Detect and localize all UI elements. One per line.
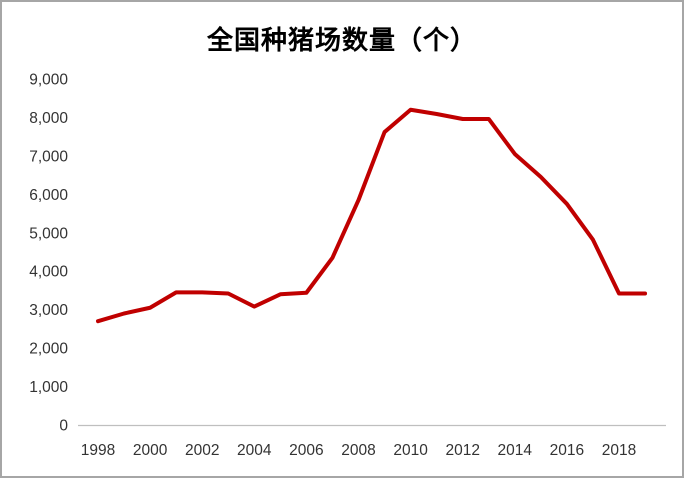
x-tick-label: 2006: [289, 442, 323, 459]
y-tick-label: 2,000: [29, 341, 68, 358]
chart-title: 全国种猪场数量（个）: [206, 26, 477, 56]
y-tick-label: 6,000: [29, 187, 68, 204]
y-tick-label: 0: [59, 418, 68, 435]
series-line: [96, 107, 648, 324]
y-tick-label: 5,000: [29, 225, 68, 242]
x-tick-label: 2016: [550, 442, 584, 459]
x-tick-label: 2018: [602, 442, 636, 459]
x-tick-label: 2010: [393, 442, 428, 459]
x-tick-label: 2000: [133, 442, 168, 459]
x-tick-label: 1998: [81, 442, 115, 459]
y-tick-label: 7,000: [29, 148, 68, 165]
y-tick-label: 9,000: [29, 72, 68, 89]
x-tick-label: 2008: [341, 442, 375, 459]
x-tick-label: 2002: [185, 442, 219, 459]
x-tick-label: 2014: [498, 442, 533, 459]
y-tick-label: 3,000: [29, 302, 68, 319]
x-tick-label: 2012: [445, 442, 479, 459]
x-tick-label: 2004: [237, 442, 272, 459]
y-tick-label: 8,000: [29, 110, 68, 127]
y-tick-label: 1,000: [29, 379, 68, 396]
y-tick-label: 4,000: [29, 264, 68, 281]
